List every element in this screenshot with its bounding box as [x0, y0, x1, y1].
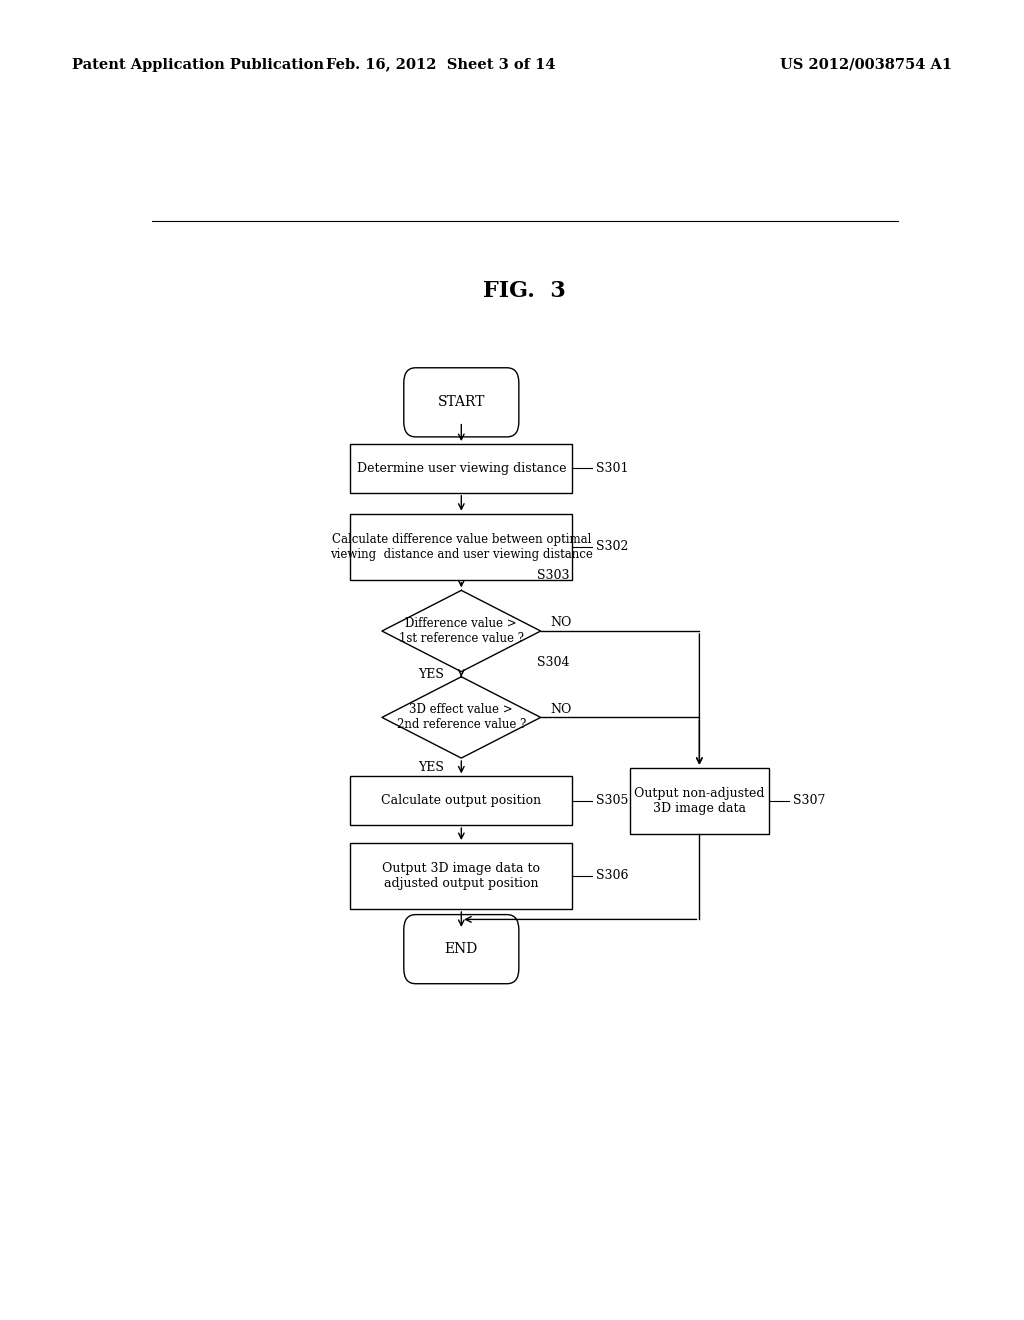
- Bar: [350, 843, 572, 909]
- Text: START: START: [437, 395, 485, 409]
- Bar: [350, 513, 572, 579]
- Text: Output 3D image data to
adjusted output position: Output 3D image data to adjusted output …: [382, 862, 541, 890]
- Text: Calculate difference value between optimal
viewing  distance and user viewing di: Calculate difference value between optim…: [330, 533, 593, 561]
- Text: S307: S307: [793, 795, 825, 808]
- Text: Output non-adjusted
3D image data: Output non-adjusted 3D image data: [634, 787, 765, 814]
- Text: S305: S305: [596, 795, 629, 808]
- Polygon shape: [382, 677, 541, 758]
- FancyBboxPatch shape: [403, 915, 519, 983]
- Bar: [630, 768, 769, 834]
- Text: YES: YES: [418, 668, 443, 681]
- Text: Feb. 16, 2012  Sheet 3 of 14: Feb. 16, 2012 Sheet 3 of 14: [326, 58, 555, 71]
- Text: US 2012/0038754 A1: US 2012/0038754 A1: [780, 58, 952, 71]
- Text: S304: S304: [537, 656, 569, 669]
- Text: Patent Application Publication: Patent Application Publication: [72, 58, 324, 71]
- Text: 3D effect value >
2nd reference value ?: 3D effect value > 2nd reference value ?: [396, 704, 526, 731]
- Text: END: END: [444, 942, 478, 956]
- Text: Determine user viewing distance: Determine user viewing distance: [356, 462, 566, 475]
- Text: NO: NO: [550, 616, 571, 630]
- Bar: [350, 776, 572, 825]
- Text: S302: S302: [596, 540, 629, 553]
- FancyBboxPatch shape: [403, 368, 519, 437]
- Text: FIG.  3: FIG. 3: [483, 280, 566, 301]
- Text: S301: S301: [596, 462, 629, 475]
- Text: NO: NO: [550, 702, 571, 715]
- Text: YES: YES: [418, 760, 443, 774]
- Polygon shape: [382, 590, 541, 672]
- Bar: [350, 444, 572, 492]
- Text: Calculate output position: Calculate output position: [381, 795, 542, 808]
- Text: Difference value >
1st reference value ?: Difference value > 1st reference value ?: [398, 616, 524, 645]
- Text: S306: S306: [596, 870, 629, 883]
- Text: S303: S303: [537, 569, 569, 582]
